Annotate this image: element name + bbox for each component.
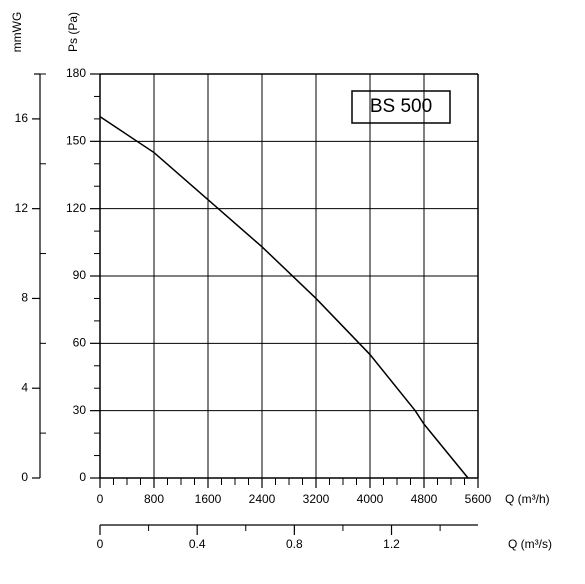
y-tick-label: 0 <box>79 470 86 484</box>
y-tick-label: 180 <box>66 66 86 80</box>
x2-tick-label: 1.2 <box>383 537 400 551</box>
x-tick-label: 800 <box>144 492 164 506</box>
y2-tick-label: 8 <box>21 291 28 305</box>
x-tick-label: 4800 <box>411 492 438 506</box>
x-tick-label: 3200 <box>303 492 330 506</box>
y-tick-label: 120 <box>66 201 86 215</box>
x-axis-label: Q (m³/h) <box>505 492 550 506</box>
y2-tick-label: 12 <box>15 201 29 215</box>
x-tick-label: 5600 <box>465 492 492 506</box>
y2-tick-label: 16 <box>15 111 29 125</box>
y2-tick-label: 0 <box>21 470 28 484</box>
legend-label: BS 500 <box>370 96 432 117</box>
x-tick-label: 1600 <box>195 492 222 506</box>
y-tick-label: 30 <box>73 403 87 417</box>
x-tick-label: 2400 <box>249 492 276 506</box>
x2-tick-label: 0 <box>97 537 104 551</box>
data-line <box>99 116 469 479</box>
y-axis-label: Ps (Pa) <box>66 12 80 52</box>
x2-tick-label: 0.8 <box>286 537 303 551</box>
y2-tick-label: 4 <box>21 380 28 394</box>
x2-tick-label: 0.4 <box>189 537 206 551</box>
y-tick-label: 90 <box>73 268 87 282</box>
x-tick-label: 0 <box>97 492 104 506</box>
y-tick-label: 150 <box>66 134 86 148</box>
y-tick-label: 60 <box>73 336 87 350</box>
legend-box <box>351 90 451 124</box>
x-tick-label: 4000 <box>357 492 384 506</box>
x2-axis-label: Q (m³/s) <box>508 537 552 551</box>
y2-axis-label: mmWG <box>10 12 24 53</box>
